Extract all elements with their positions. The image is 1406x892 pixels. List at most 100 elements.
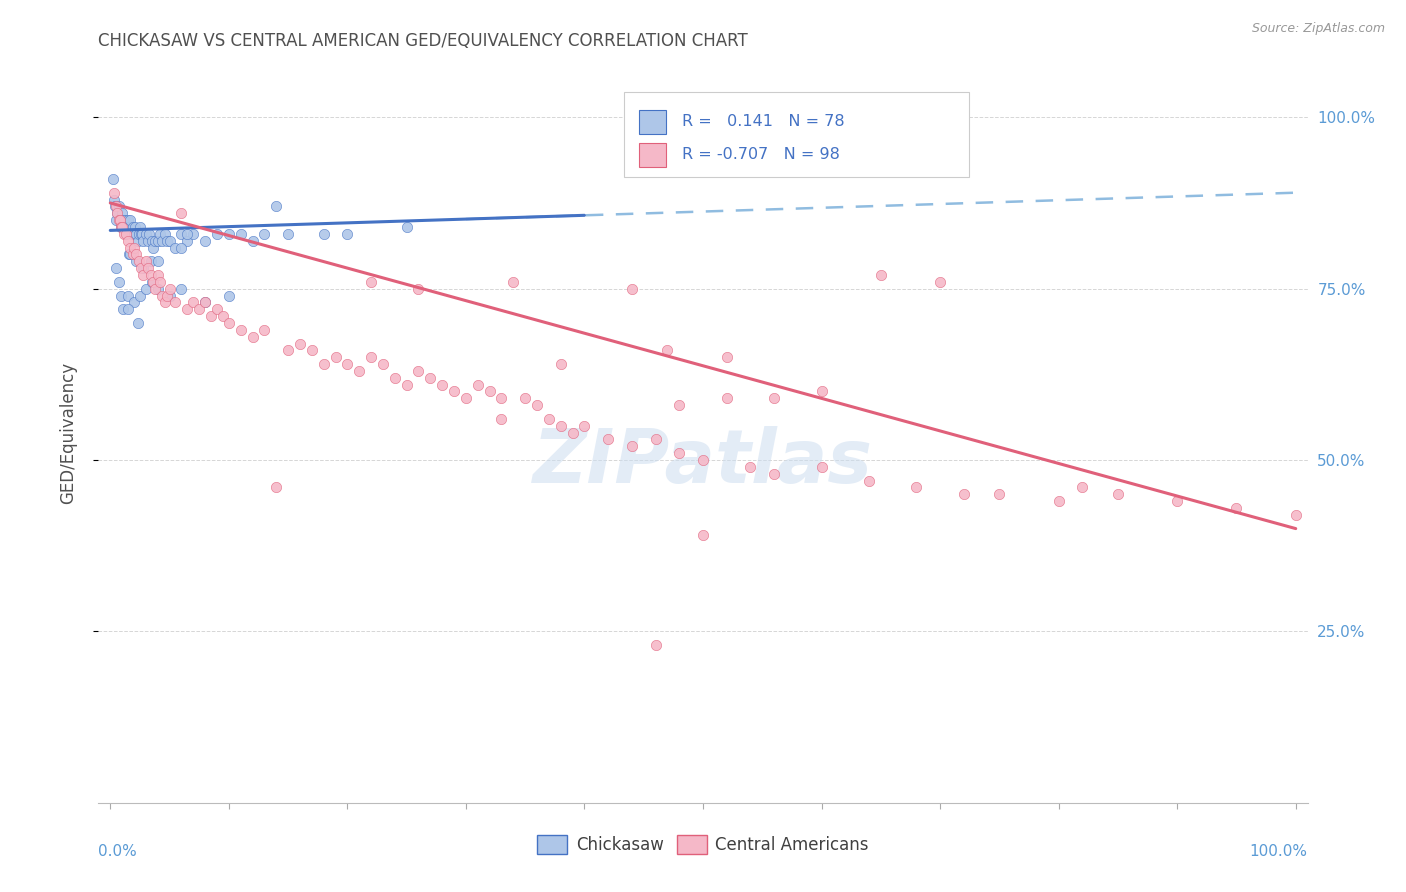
Point <box>104 199 127 213</box>
Point <box>125 227 148 241</box>
Point <box>115 219 138 234</box>
Point <box>229 323 252 337</box>
Point <box>103 186 125 200</box>
Point <box>136 261 159 276</box>
Point <box>478 384 501 399</box>
Point <box>156 234 179 248</box>
Point <box>110 288 132 302</box>
Point <box>107 275 129 289</box>
Text: CHICKASAW VS CENTRAL AMERICAN GED/EQUIVALENCY CORRELATION CHART: CHICKASAW VS CENTRAL AMERICAN GED/EQUIVA… <box>98 32 748 50</box>
Point <box>371 357 394 371</box>
Point <box>112 213 135 227</box>
Point <box>218 316 240 330</box>
Point <box>408 364 430 378</box>
Point <box>135 254 157 268</box>
Point <box>129 261 152 276</box>
Point <box>139 268 162 282</box>
Point <box>114 213 136 227</box>
Point <box>112 302 135 317</box>
Point <box>181 295 204 310</box>
Point <box>952 487 974 501</box>
Point <box>153 227 176 241</box>
Point <box>644 638 666 652</box>
Point <box>336 227 359 241</box>
Point <box>170 282 193 296</box>
Point <box>432 377 454 392</box>
Point <box>107 199 129 213</box>
Point <box>108 213 131 227</box>
Point <box>360 275 382 289</box>
Point <box>142 275 165 289</box>
Point <box>170 240 193 255</box>
Point <box>127 234 149 248</box>
Point <box>205 227 228 241</box>
Point <box>253 323 276 337</box>
Point <box>117 213 139 227</box>
Point <box>118 247 141 261</box>
Text: R = -0.707   N = 98: R = -0.707 N = 98 <box>682 147 841 162</box>
Point <box>395 219 418 234</box>
Point <box>105 213 128 227</box>
Point <box>668 398 690 412</box>
Point <box>550 357 572 371</box>
Point <box>149 227 172 241</box>
Point <box>128 254 150 268</box>
Y-axis label: GED/Equivalency: GED/Equivalency <box>59 361 77 504</box>
Point <box>132 234 155 248</box>
Point <box>141 234 163 248</box>
Point <box>454 392 477 406</box>
Point <box>111 206 134 220</box>
Point <box>574 418 596 433</box>
Point <box>312 227 335 241</box>
Point <box>194 234 217 248</box>
Point <box>121 227 143 241</box>
Point <box>277 227 299 241</box>
Point <box>146 254 169 268</box>
Point <box>200 309 222 323</box>
Point <box>132 268 155 282</box>
Point <box>620 282 643 296</box>
Point <box>537 412 560 426</box>
Point <box>121 247 143 261</box>
Point <box>105 206 128 220</box>
Point <box>176 234 198 248</box>
Point <box>277 343 299 358</box>
Point <box>419 371 441 385</box>
Point <box>152 288 174 302</box>
Point <box>740 459 762 474</box>
Point <box>1225 501 1247 516</box>
Point <box>858 474 880 488</box>
Point <box>146 234 169 248</box>
Point <box>229 227 252 241</box>
Text: Source: ZipAtlas.com: Source: ZipAtlas.com <box>1251 22 1385 36</box>
Point <box>107 213 129 227</box>
Point <box>122 227 145 241</box>
Point <box>120 213 142 227</box>
Point <box>526 398 548 412</box>
Legend: Chickasaw, Central Americans: Chickasaw, Central Americans <box>530 829 876 861</box>
Point <box>218 288 240 302</box>
Point <box>108 213 131 227</box>
Point <box>135 227 157 241</box>
Point <box>125 247 148 261</box>
Point <box>620 439 643 453</box>
Point <box>502 275 524 289</box>
Point <box>491 412 513 426</box>
Point <box>101 172 124 186</box>
Point <box>668 446 690 460</box>
Point <box>125 254 148 268</box>
Point <box>159 234 181 248</box>
Point <box>384 371 406 385</box>
Point <box>550 418 572 433</box>
Point <box>218 227 240 241</box>
Point <box>110 219 132 234</box>
Point <box>205 302 228 317</box>
Point <box>1047 494 1070 508</box>
Point <box>170 227 193 241</box>
Point <box>129 219 152 234</box>
Point <box>242 234 264 248</box>
FancyBboxPatch shape <box>638 110 665 134</box>
Point <box>110 219 132 234</box>
Point <box>716 350 738 364</box>
Point <box>988 487 1011 501</box>
